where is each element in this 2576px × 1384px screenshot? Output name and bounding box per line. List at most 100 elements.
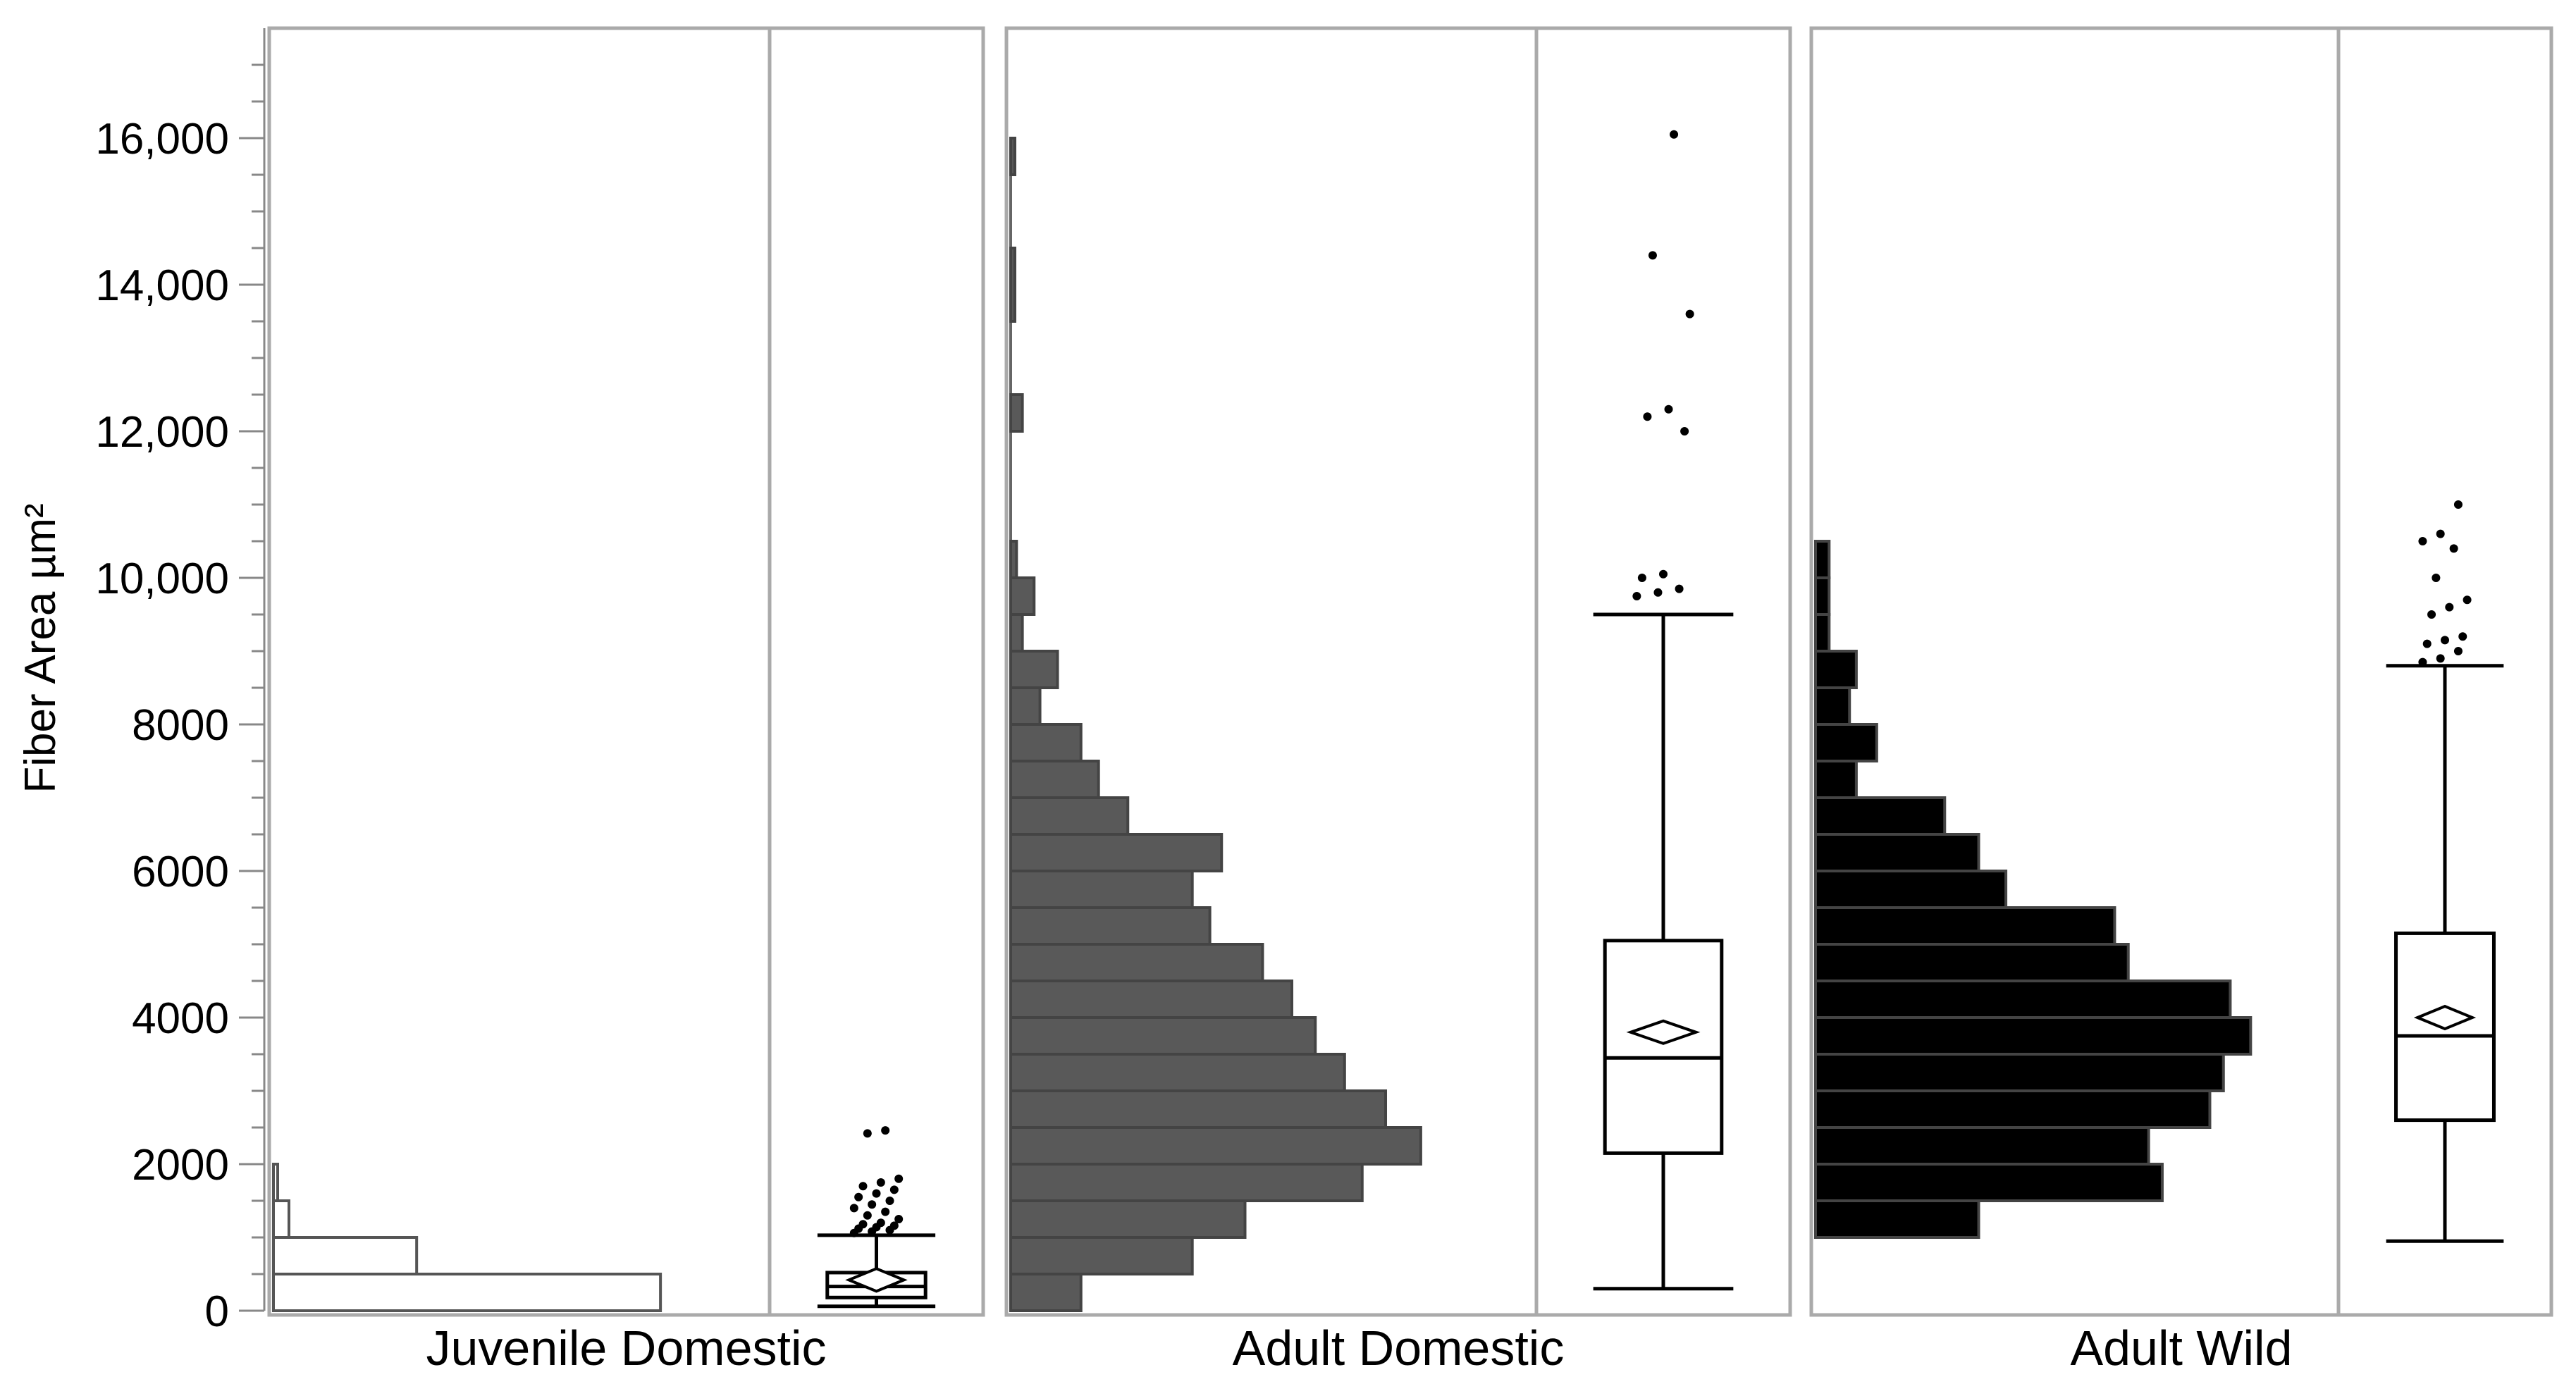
outlier-point <box>1675 584 1684 593</box>
outlier-point <box>2463 595 2472 605</box>
histogram-bar <box>1814 760 1858 799</box>
histogram-bar <box>1009 247 1016 323</box>
y-tick-label: 0 <box>205 1287 229 1336</box>
panels: Juvenile Domestic Adult Domestic Adult Wil… <box>267 26 2553 1376</box>
histogram-bar <box>1814 870 2008 909</box>
outlier-point <box>854 1192 863 1201</box>
y-axis: 0 2000 4000 6000 8000 10,000 12,000 14,000 16,00… <box>95 28 266 1336</box>
histogram-bar <box>1814 540 1831 579</box>
histogram-bar <box>1009 906 1212 946</box>
y-tick-label: 12,000 <box>95 408 229 457</box>
outlier-point <box>2436 529 2445 538</box>
histogram-bar <box>1009 540 1018 579</box>
outlier-point <box>1632 592 1641 600</box>
histogram-bar <box>272 1163 279 1202</box>
panel-frame <box>1809 26 2553 1317</box>
outlier-point <box>1680 427 1689 435</box>
histogram-bar <box>1814 1053 2225 1092</box>
box-mean-diamond <box>845 1267 908 1293</box>
outlier-point <box>2427 610 2436 619</box>
outlier-point <box>849 1204 858 1213</box>
histogram-bar <box>1814 1126 2150 1166</box>
outlier-point <box>1659 569 1668 579</box>
outlier-point <box>2453 500 2463 509</box>
group-label: Adult Domestic <box>1233 1321 1565 1376</box>
outlier-point <box>1670 130 1679 139</box>
outlier-point <box>868 1200 877 1209</box>
outlier-point <box>858 1182 868 1191</box>
histogram-bar <box>272 1199 290 1239</box>
histogram-bar <box>272 1236 419 1275</box>
box-iqr <box>1603 939 1724 1155</box>
outlier-point <box>858 1220 868 1229</box>
y-tick-label: 6000 <box>132 848 229 896</box>
y-tick-label: 2000 <box>132 1141 229 1190</box>
outlier-point <box>1685 309 1694 319</box>
histogram-bar <box>1814 906 2116 946</box>
histogram-bar <box>1009 760 1100 799</box>
histogram-bar <box>1009 1236 1194 1275</box>
histogram-bar <box>1009 1016 1317 1056</box>
panel-adult-wild: Adult Wild <box>1809 26 2553 1376</box>
outlier-point <box>863 1129 872 1138</box>
histogram-bar <box>1814 943 2130 982</box>
histogram-bar <box>1009 1199 1247 1239</box>
outlier-point <box>1643 412 1652 421</box>
outlier-point <box>2449 544 2458 553</box>
histogram-bar <box>1009 650 1059 689</box>
histogram-bar <box>1009 980 1294 1019</box>
y-tick-label: 16,000 <box>95 115 229 163</box>
outlier-point <box>2441 636 2449 645</box>
outlier-point <box>1648 251 1657 260</box>
histogram-bar <box>1009 796 1130 836</box>
histogram-bar <box>1009 870 1194 909</box>
outlier-point <box>889 1221 899 1230</box>
histogram-bar <box>1814 1199 1980 1239</box>
histogram-bar <box>1814 576 1831 616</box>
histogram-bar <box>1814 613 1831 653</box>
histogram-bar <box>1009 943 1264 982</box>
outlier-point <box>2453 647 2463 655</box>
outlier-point <box>894 1174 904 1183</box>
histogram-bar <box>1009 137 1016 176</box>
histogram-bar <box>272 1273 663 1312</box>
outlier-point <box>876 1178 885 1187</box>
box-mean-diamond <box>1626 1019 1701 1045</box>
box-mean-diamond <box>2413 1004 2477 1031</box>
histogram-bar <box>1009 1053 1346 1092</box>
outlier-point <box>2436 654 2445 663</box>
histogram-bar <box>1009 833 1224 872</box>
histogram-bar <box>1814 1089 2212 1129</box>
panel-frame <box>267 26 985 1317</box>
histogram-bar <box>1814 833 1980 872</box>
histogram-bar <box>1814 723 1878 762</box>
y-tick-label: 4000 <box>132 994 229 1043</box>
histogram-bar <box>1009 1163 1364 1202</box>
y-tick-label: 10,000 <box>95 555 229 603</box>
outlier-point <box>863 1211 872 1220</box>
y-tick-label: 14,000 <box>95 261 229 310</box>
outlier-point <box>2422 639 2432 648</box>
outlier-point <box>881 1126 890 1135</box>
group-label: Adult Wild <box>2070 1321 2292 1376</box>
histogram-bar <box>1814 1163 2164 1202</box>
histogram-bar <box>1009 1089 1388 1129</box>
histogram-bar <box>1009 723 1083 762</box>
histogram-bar <box>1009 613 1024 653</box>
histogram-bar <box>1814 686 1851 726</box>
panel-adult-domestic: Adult Domestic <box>1004 26 1792 1376</box>
panel-juvenile-domestic: Juvenile Domestic <box>267 26 985 1376</box>
outlier-point <box>2445 603 2454 612</box>
group-label: Juvenile Domestic <box>426 1321 827 1376</box>
outlier-point <box>1664 404 1673 414</box>
outlier-point <box>881 1207 890 1216</box>
y-axis-title: Fiber Area µm² <box>16 503 65 793</box>
outlier-point <box>2418 657 2427 667</box>
histogram-bar <box>1009 1273 1083 1312</box>
panel-frame <box>1004 26 1792 1317</box>
outlier-point <box>2418 537 2427 545</box>
y-tick-label: 8000 <box>132 701 229 750</box>
histogram-bar <box>1814 980 2232 1019</box>
outlier-point <box>889 1185 899 1194</box>
